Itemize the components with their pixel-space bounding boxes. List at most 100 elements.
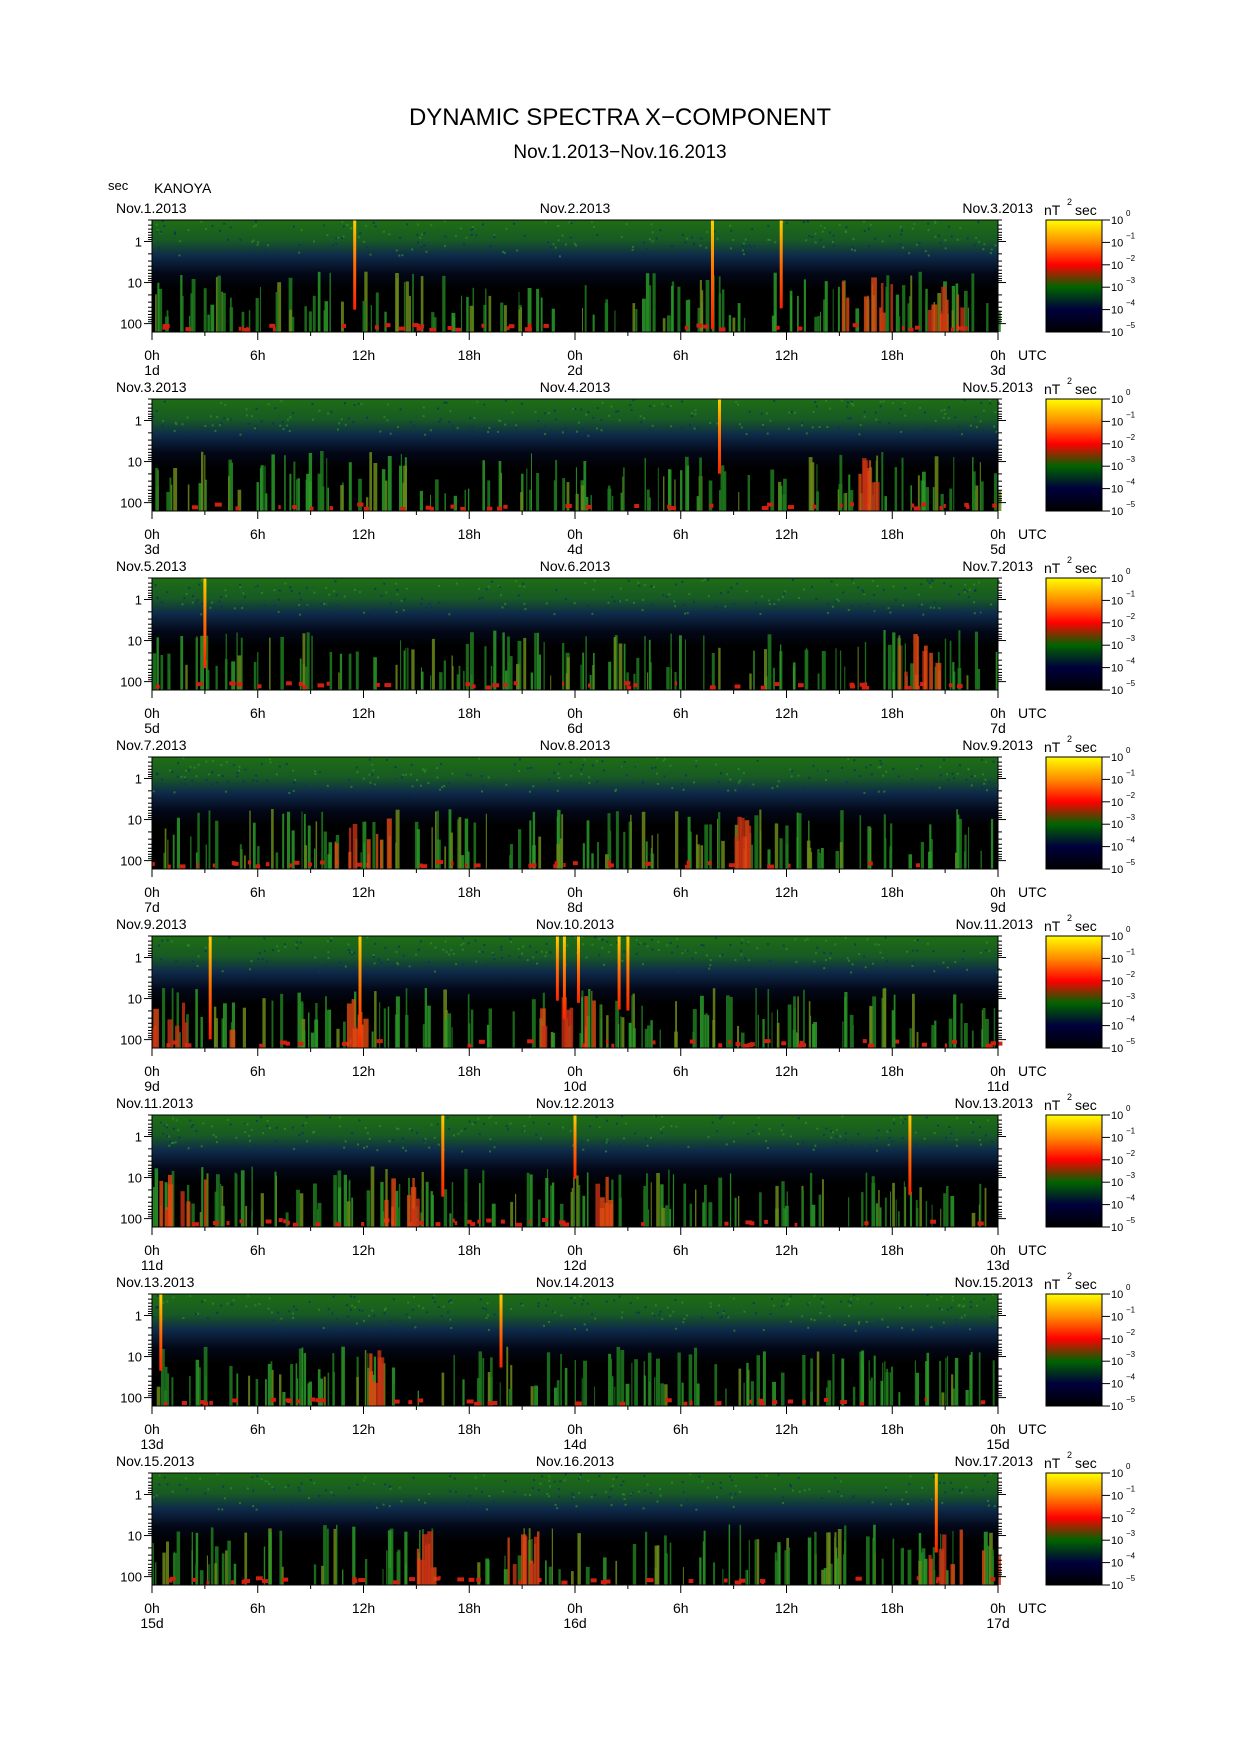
impulse-event-4: [577, 936, 580, 1003]
colorbar-tick-label: 10: [1111, 1132, 1123, 1144]
y-axis: 1 10 100: [120, 935, 1006, 1048]
colorbar-tick-exponent: −5: [1126, 321, 1136, 330]
enhanced-activity-0: [898, 645, 902, 690]
impulse-event-0: [203, 578, 207, 669]
colorbar-tick-label: 10: [1111, 618, 1123, 630]
enhanced-activity-0: [929, 652, 933, 690]
x-tick-label: 0h: [567, 884, 583, 900]
y-tick-label: 10: [128, 813, 142, 828]
colorbar-tick-label: 10: [1111, 305, 1123, 317]
colorbar-unit-exp: 2: [1067, 913, 1072, 923]
colorbar-tick-label: 10: [1111, 864, 1123, 876]
impulse-event-0: [718, 399, 721, 474]
colorbar-unit: nT: [1044, 1276, 1061, 1292]
x-axis: 0h 6h 12h 18h 0h 6h 12h 18h 0h UTC 9d 10d 11d: [144, 1048, 1047, 1094]
colorbar-tick-label: 10: [1111, 1535, 1123, 1547]
x-tick-label: 0h: [990, 1242, 1006, 1258]
x-day-label-left: 1d: [144, 362, 160, 378]
colorbar-tick-label: 10: [1111, 1379, 1123, 1391]
colorbar-tick-label: 10: [1111, 1177, 1123, 1189]
page-title: DYNAMIC SPECTRA X−COMPONENT: [408, 104, 832, 131]
panel-date-mid: Nov.4.2013: [540, 379, 611, 395]
x-day-label-left: 9d: [144, 1078, 160, 1094]
x-tick-label: 6h: [250, 1242, 266, 1258]
x-tick-label: 0h: [990, 884, 1006, 900]
x-utc-label: UTC: [1018, 1421, 1047, 1437]
enhanced-activity-0: [380, 839, 383, 869]
colorbar-tick-exponent: −2: [1126, 254, 1136, 263]
x-tick-label: 12h: [352, 526, 375, 542]
colorbar-tick-exponent: −1: [1126, 410, 1136, 419]
colorbar-tick-label: 10: [1111, 1222, 1123, 1234]
spectrogram-panel-7: Nov.13.2013 Nov.14.2013 Nov.15.20131101000…: [116, 1271, 1136, 1452]
impulse-event-1: [358, 936, 362, 1047]
enhanced-activity-1: [410, 1187, 417, 1227]
colorbar-tick-label: 10: [1111, 416, 1123, 428]
y-axis: 1 10 100: [120, 1293, 1006, 1406]
colorbar-tick-exponent: −5: [1126, 858, 1136, 867]
enhanced-activity-0: [379, 1357, 385, 1406]
x-tick-label: 12h: [775, 347, 798, 363]
enhanced-activity-1: [507, 1537, 510, 1585]
spectrogram-activity: [162, 987, 1003, 1048]
enhanced-activity-0: [334, 843, 339, 869]
spectrogram-background: [152, 578, 998, 690]
enhanced-activity-2: [938, 1548, 945, 1585]
x-tick-label: 18h: [458, 526, 481, 542]
enhanced-activity-1: [737, 816, 742, 869]
colorbar-tick-label: 10: [1111, 461, 1123, 473]
x-tick-label: 12h: [352, 1600, 375, 1616]
enhanced-activity-2: [592, 1000, 596, 1048]
enhanced-activity-0: [377, 1350, 382, 1406]
x-tick-label: 0h: [990, 1600, 1006, 1616]
enhanced-activity-1: [512, 1564, 517, 1585]
impulse-event-0: [159, 1294, 163, 1371]
colorbar-unit-suffix: sec: [1075, 381, 1097, 397]
spectrogram-panel-8: Nov.15.2013 Nov.16.2013 Nov.17.20131101000…: [116, 1450, 1136, 1631]
x-tick-label: 6h: [673, 1600, 689, 1616]
enhanced-activity-1: [529, 1563, 535, 1585]
x-day-label-mid: 6d: [567, 720, 583, 736]
x-tick-label: 12h: [352, 1063, 375, 1079]
x-tick-label: 18h: [458, 347, 481, 363]
colorbar-tick-exponent: −3: [1126, 276, 1136, 285]
enhanced-activity-0: [167, 1019, 173, 1048]
colorbar-unit: nT: [1044, 202, 1061, 218]
enhanced-activity-2: [609, 1203, 613, 1227]
colorbar-tick-label: 10: [1111, 1043, 1123, 1055]
panel-date-mid: Nov.12.2013: [536, 1095, 615, 1111]
x-tick-label: 0h: [567, 526, 583, 542]
x-axis: 0h 6h 12h 18h 0h 6h 12h 18h 0h UTC 15d 16d 17d: [140, 1585, 1047, 1631]
y-axis: 1 10 100: [120, 1472, 1006, 1585]
spectrogram-panel-6: Nov.11.2013 Nov.12.2013 Nov.13.20131101000…: [116, 1092, 1136, 1273]
spectrogram-background: [152, 936, 998, 1048]
colorbar-tick-exponent: −2: [1126, 612, 1136, 621]
colorbar-tick-exponent: −4: [1126, 478, 1136, 487]
colorbar-unit: nT: [1044, 1455, 1061, 1471]
spectrogram-activity: [155, 271, 1001, 332]
enhanced-activity-1: [742, 836, 748, 869]
enhanced-activity-0: [858, 473, 862, 511]
colorbar-tick-label: 10: [1111, 976, 1123, 988]
x-tick-label: 0h: [567, 1242, 583, 1258]
x-tick-label: 18h: [458, 884, 481, 900]
x-utc-label: UTC: [1018, 705, 1047, 721]
colorbar-tick-label: 10: [1111, 819, 1123, 831]
panel-date-mid: Nov.6.2013: [540, 558, 611, 574]
colorbar-tick-exponent: −1: [1126, 1305, 1136, 1314]
colorbar-tick-exponent: −3: [1126, 1171, 1136, 1180]
enhanced-activity-0: [871, 482, 875, 511]
y-tick-label: 10: [128, 1171, 142, 1186]
colorbar-unit-exp: 2: [1067, 1092, 1072, 1102]
y-tick-label: 100: [120, 1391, 142, 1406]
colorbar-tick-exponent: −4: [1126, 1373, 1136, 1382]
colorbar-tick-exponent: −1: [1126, 1484, 1136, 1493]
colorbar-tick-exponent: −1: [1126, 231, 1136, 240]
colorbar-tick-exponent: −3: [1126, 634, 1136, 643]
impulse-event-1: [573, 1115, 577, 1179]
x-axis: 0h 6h 12h 18h 0h 6h 12h 18h 0h UTC 3d 4d 5d: [144, 511, 1047, 557]
y-axis: 1 10 100: [120, 398, 1006, 511]
x-tick-label: 18h: [881, 1600, 904, 1616]
